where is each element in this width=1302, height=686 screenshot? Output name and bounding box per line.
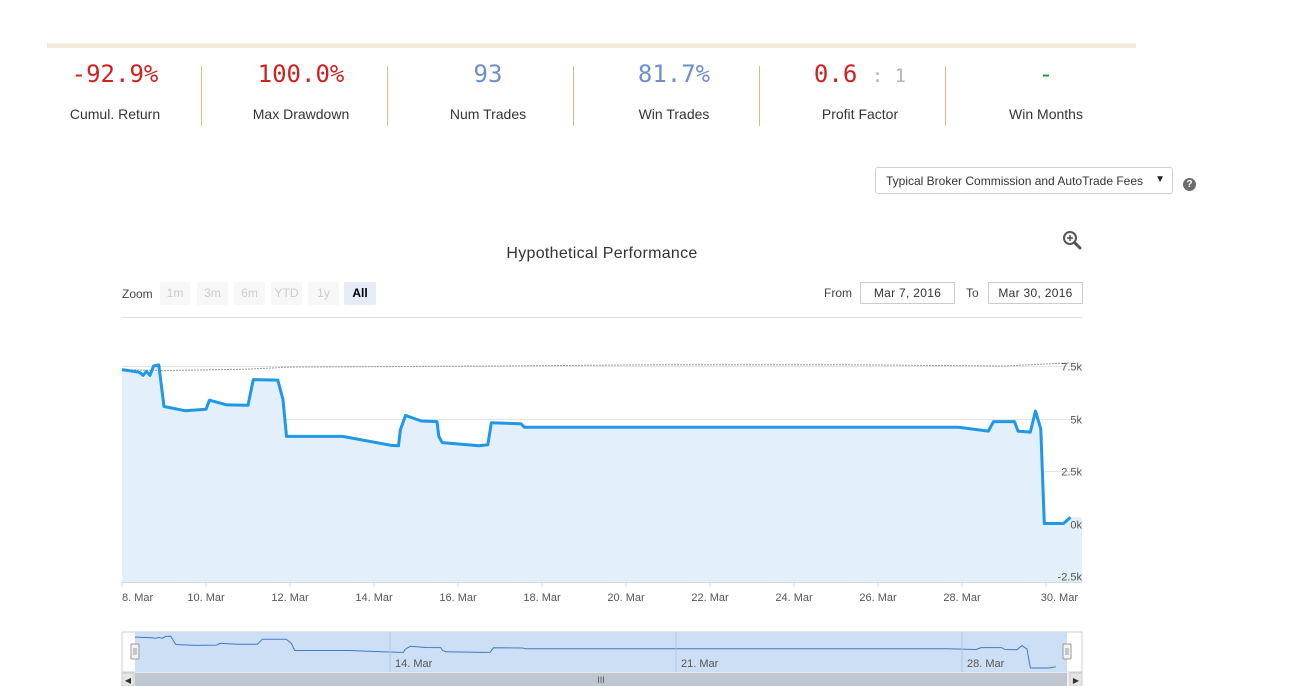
zoom-all-button[interactable]: All (344, 282, 376, 305)
stat-divider (201, 66, 202, 126)
chevron-down-icon: ▼ (1155, 174, 1165, 185)
stat-value: 0.6 : 1 (767, 56, 953, 92)
stat-label: Win Trades (638, 106, 710, 122)
stat-value: 81.7% (637, 60, 711, 88)
stat-max-drawdown: 100.0% Max Drawdown (208, 56, 394, 126)
stat-label: Num Trades (449, 106, 527, 122)
stat-win-trades: 81.7% Win Trades (581, 56, 767, 126)
fees-select-value: Typical Broker Commission and AutoTrade … (886, 174, 1143, 188)
scroll-right-button[interactable] (1069, 672, 1083, 686)
fees-select[interactable]: Typical Broker Commission and AutoTrade … (875, 167, 1173, 194)
x-tick-label: 18. Mar (523, 592, 561, 604)
stat-label: Max Drawdown (252, 106, 350, 122)
equity-series-line (121, 363, 1072, 525)
profit-factor-ratio: : 1 (871, 65, 907, 87)
navigator-tick-label: 28. Mar (967, 658, 1005, 670)
x-tick-label: 10. Mar (187, 592, 225, 604)
zoom-6m-button[interactable]: 6m (234, 282, 265, 305)
stat-label: Cumul. Return (69, 106, 161, 122)
equity-area (122, 364, 1082, 582)
x-tick-label: 22. Mar (691, 592, 729, 604)
navigator-scrollbar-thumb[interactable] (135, 673, 1067, 686)
navigator-tick-label: 21. Mar (681, 658, 719, 670)
x-tick-label: 16. Mar (439, 592, 477, 604)
scroll-left-button[interactable] (121, 672, 135, 686)
zoom-ytd-button[interactable]: YTD (271, 282, 302, 305)
stat-label: Profit Factor (821, 106, 899, 122)
y-tick-label: 0k (1070, 520, 1082, 532)
stat-value: 100.0% (257, 60, 345, 88)
benchmark-series-line (121, 362, 1071, 372)
x-tick-label: 12. Mar (271, 592, 309, 604)
y-tick-label: -2.5k (1058, 572, 1083, 584)
from-label: From (824, 286, 852, 300)
profit-factor-value: 0.6 (813, 60, 858, 88)
zoom-label: Zoom (122, 287, 153, 301)
stat-cumul-return: -92.9% Cumul. Return (22, 56, 208, 126)
stat-divider (387, 66, 388, 126)
x-tick-label: 8. Mar (122, 592, 154, 604)
x-tick-label: 20. Mar (607, 592, 645, 604)
y-tick-label: 5k (1070, 415, 1082, 427)
stat-value: - (1038, 60, 1054, 88)
x-tick-label: 30. Mar (1041, 592, 1079, 604)
stat-value: 93 (473, 60, 503, 88)
stat-divider (759, 66, 760, 126)
navigator-tick-label: 14. Mar (395, 658, 433, 670)
stat-label: Win Months (1009, 106, 1083, 122)
stat-value: -92.9% (71, 60, 159, 88)
y-tick-label: 7.5k (1061, 362, 1082, 374)
stat-divider (573, 66, 574, 126)
x-tick-label: 26. Mar (859, 592, 897, 604)
stat-divider (945, 66, 946, 126)
navigator-selection[interactable] (135, 632, 1067, 672)
navigator-right-handle[interactable] (1062, 643, 1072, 660)
to-label: To (966, 286, 979, 300)
stat-num-trades: 93 Num Trades (395, 56, 581, 126)
stat-profit-factor: 0.6 : 1 Profit Factor (767, 56, 953, 126)
navigator-series-line (134, 635, 1056, 669)
question-circle-icon[interactable]: ? (1183, 178, 1196, 191)
x-tick-label: 14. Mar (355, 592, 393, 604)
y-tick-label: 2.5k (1061, 467, 1082, 479)
stat-win-months: - Win Months (953, 56, 1139, 126)
from-date-input[interactable]: Mar 7, 2016 (860, 282, 955, 304)
to-date-input[interactable]: Mar 30, 2016 (988, 282, 1083, 304)
caret-left-icon: ◀ (125, 676, 132, 685)
scrollbar-grip-icon: III (597, 675, 605, 685)
zoom-3m-button[interactable]: 3m (197, 282, 228, 305)
x-tick-label: 28. Mar (943, 592, 981, 604)
x-tick-label: 24. Mar (775, 592, 813, 604)
top-divider (47, 43, 1136, 48)
chart-title: Hypothetical Performance (506, 245, 698, 262)
caret-right-icon: ▶ (1073, 676, 1080, 685)
navigator-left-handle[interactable] (130, 643, 140, 660)
zoom-in-icon[interactable] (1062, 230, 1082, 250)
zoom-1m-button[interactable]: 1m (160, 282, 190, 305)
zoom-1y-button[interactable]: 1y (308, 282, 339, 305)
